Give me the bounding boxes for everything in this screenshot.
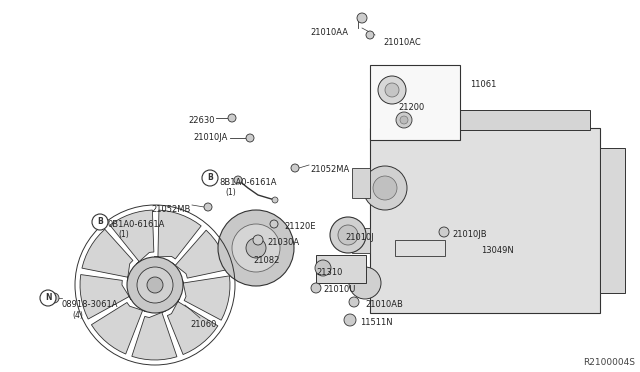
Circle shape xyxy=(234,176,242,184)
Text: (1): (1) xyxy=(225,188,236,197)
Circle shape xyxy=(439,227,449,237)
Bar xyxy=(370,65,460,140)
Circle shape xyxy=(218,210,294,286)
Text: 21010AC: 21010AC xyxy=(383,38,420,47)
Circle shape xyxy=(315,260,331,276)
Circle shape xyxy=(92,214,108,230)
Text: 21010JA: 21010JA xyxy=(194,133,228,142)
Text: B: B xyxy=(207,173,213,183)
Circle shape xyxy=(349,267,381,299)
Polygon shape xyxy=(182,276,230,320)
Text: 21052MB: 21052MB xyxy=(152,205,191,214)
Text: 21052MA: 21052MA xyxy=(310,165,349,174)
Circle shape xyxy=(100,218,108,226)
Circle shape xyxy=(40,290,56,306)
Text: 21310: 21310 xyxy=(316,268,342,277)
Circle shape xyxy=(357,13,367,23)
Text: 8B1A0-6161A: 8B1A0-6161A xyxy=(219,178,276,187)
Circle shape xyxy=(246,134,254,142)
Circle shape xyxy=(204,203,212,211)
Polygon shape xyxy=(82,229,133,281)
Circle shape xyxy=(400,116,408,124)
Polygon shape xyxy=(154,210,201,259)
Bar xyxy=(370,128,600,313)
Text: N: N xyxy=(45,294,51,302)
Circle shape xyxy=(330,217,366,253)
Circle shape xyxy=(396,112,412,128)
Text: 21010AA: 21010AA xyxy=(310,28,348,37)
Circle shape xyxy=(378,76,406,104)
Text: 21010U: 21010U xyxy=(323,285,355,294)
Text: 21030A: 21030A xyxy=(267,238,299,247)
Circle shape xyxy=(272,197,278,203)
Circle shape xyxy=(246,238,266,258)
Circle shape xyxy=(344,314,356,326)
Circle shape xyxy=(373,176,397,200)
Bar xyxy=(600,148,625,293)
Text: 0B1A0-6161A: 0B1A0-6161A xyxy=(108,220,165,229)
Polygon shape xyxy=(172,230,228,278)
Circle shape xyxy=(49,293,59,303)
Circle shape xyxy=(253,235,263,245)
Text: B: B xyxy=(97,218,103,227)
Bar xyxy=(352,228,370,253)
Polygon shape xyxy=(80,275,131,319)
Text: 13049N: 13049N xyxy=(481,246,514,255)
Text: 21082: 21082 xyxy=(253,256,280,265)
Text: 21120E: 21120E xyxy=(284,222,316,231)
Bar xyxy=(395,240,445,256)
Bar xyxy=(316,255,366,283)
Circle shape xyxy=(127,257,183,313)
Text: (1): (1) xyxy=(118,230,129,239)
Text: 21010AB: 21010AB xyxy=(365,300,403,309)
Circle shape xyxy=(349,297,359,307)
Bar xyxy=(380,110,590,130)
Circle shape xyxy=(202,170,218,186)
Text: (4): (4) xyxy=(72,311,83,320)
Polygon shape xyxy=(110,210,154,264)
Circle shape xyxy=(385,83,399,97)
Text: 11511N: 11511N xyxy=(360,318,392,327)
Text: 21010J: 21010J xyxy=(345,233,374,242)
Text: 21200: 21200 xyxy=(398,103,424,112)
Text: R2100004S: R2100004S xyxy=(583,358,635,367)
Text: 22630: 22630 xyxy=(189,116,215,125)
Circle shape xyxy=(338,225,358,245)
Circle shape xyxy=(270,220,278,228)
Text: 21060: 21060 xyxy=(190,320,216,329)
Circle shape xyxy=(363,166,407,210)
Circle shape xyxy=(311,283,321,293)
Circle shape xyxy=(147,277,163,293)
Circle shape xyxy=(137,267,173,303)
Circle shape xyxy=(366,31,374,39)
Text: 11061: 11061 xyxy=(470,80,497,89)
Text: 08918-3061A: 08918-3061A xyxy=(62,300,118,309)
Circle shape xyxy=(232,224,280,272)
Bar xyxy=(352,168,370,198)
Circle shape xyxy=(228,114,236,122)
Circle shape xyxy=(291,164,299,172)
Polygon shape xyxy=(168,298,218,355)
Polygon shape xyxy=(132,311,177,360)
Text: 21010JB: 21010JB xyxy=(452,230,486,239)
Polygon shape xyxy=(92,302,147,354)
